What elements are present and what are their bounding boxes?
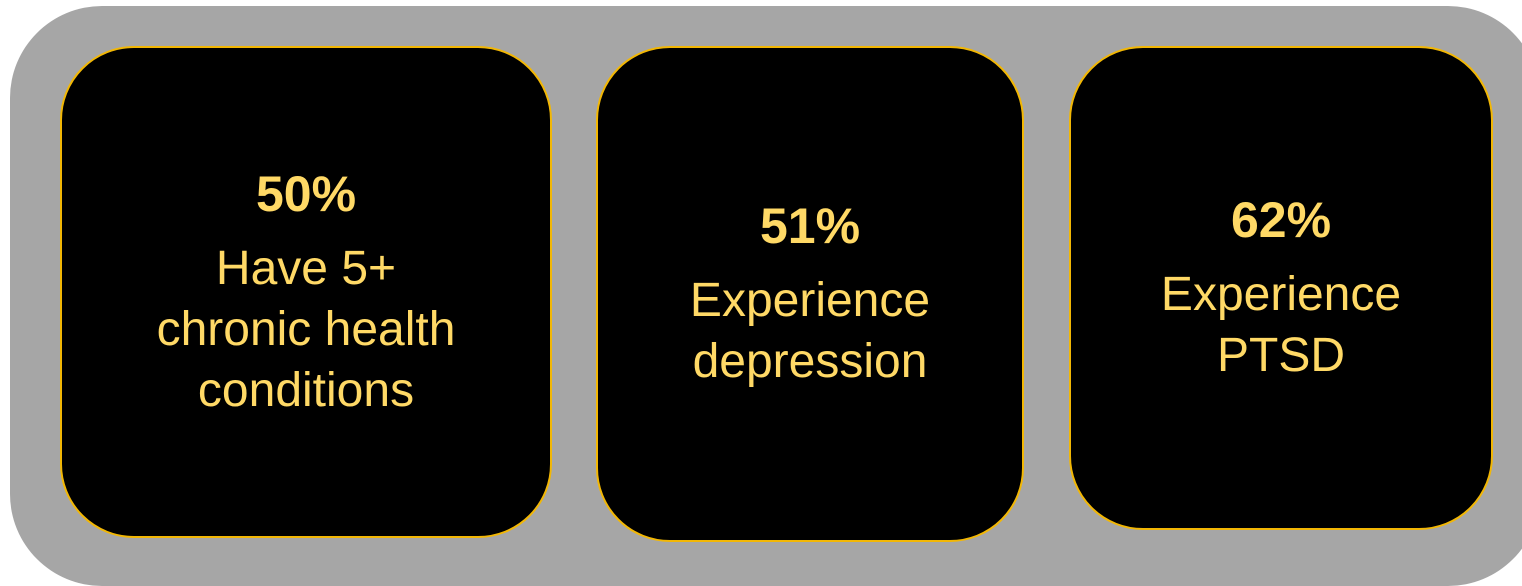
stat-card-chronic-conditions: 50% Have 5+ chronic health conditions — [60, 46, 552, 538]
stat-description: Experience depression — [689, 274, 931, 388]
stat-value: 51% — [759, 198, 861, 254]
stat-value: 62% — [1230, 192, 1332, 248]
stat-card-depression: 51% Experience depression — [596, 46, 1024, 542]
stat-value: 50% — [255, 165, 357, 222]
stat-card-ptsd: 62% Experience PTSD — [1069, 46, 1493, 530]
stat-description: Have 5+ chronic health conditions — [156, 241, 456, 417]
stat-description: Experience PTSD — [1160, 268, 1402, 382]
